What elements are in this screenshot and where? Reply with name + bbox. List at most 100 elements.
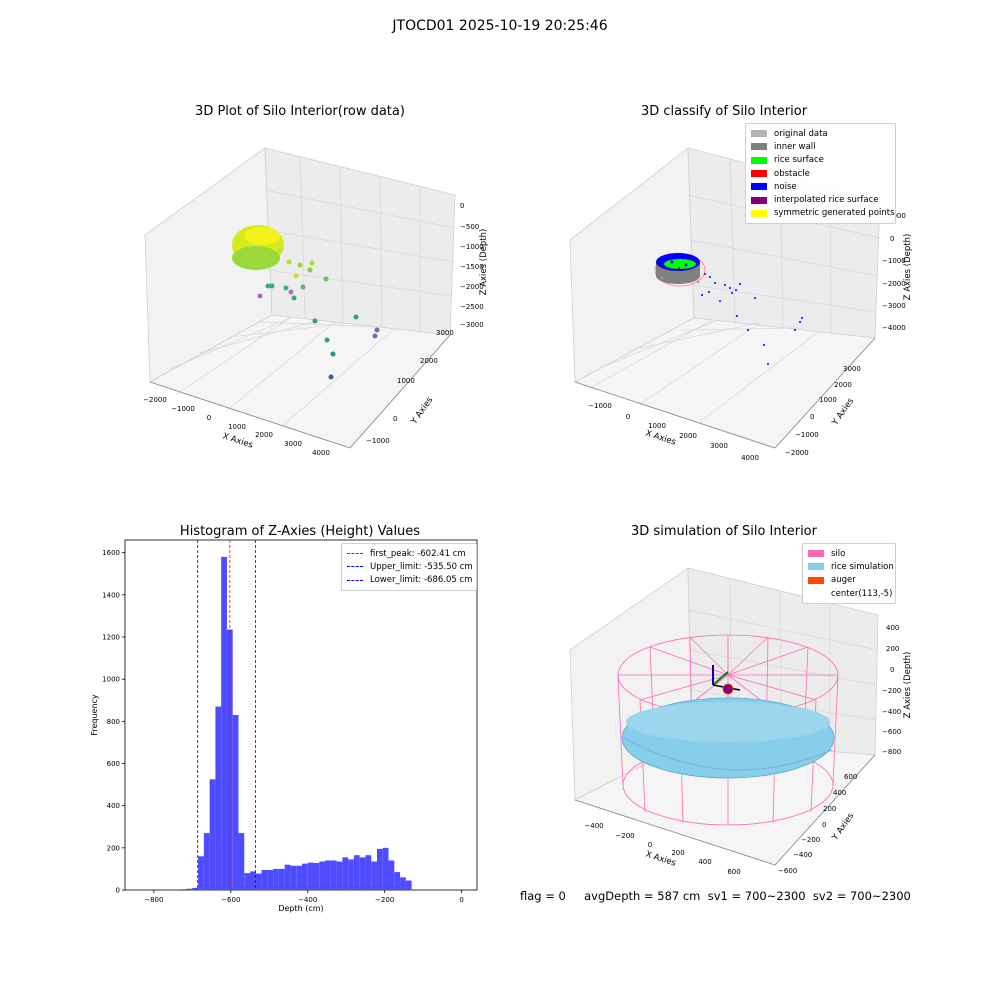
hist-ytick-label-1: 200 (107, 844, 120, 852)
plot1-xtick: −2000 (143, 396, 167, 404)
plot4-auger (712, 665, 741, 695)
plot1-zlabel: Z Axies (Depth) (479, 229, 489, 296)
plot4-rice-surface (621, 697, 835, 779)
hist-bar-28 (336, 861, 343, 890)
plot2-ztick: −2000 (882, 280, 906, 288)
plot4-xtick: −400 (584, 822, 603, 830)
hist-bar-1 (180, 889, 187, 890)
legend-label: noise (774, 181, 797, 192)
legend-item-auger: auger (808, 574, 889, 587)
legend-item-symmetric: symmetric generated points (751, 207, 895, 220)
plot1-ytick: 3000 (436, 329, 454, 337)
plot2-xtick: 4000 (741, 454, 759, 462)
hist-bar-21 (296, 865, 302, 890)
legend-item-obstacle: obstacle (751, 167, 889, 180)
plot1-grid (169, 156, 456, 429)
legend-swatch (751, 183, 767, 191)
figure-title: JTOCD01 2025-10-19 20:25:46 (392, 18, 608, 34)
hist-bar-39 (400, 877, 406, 890)
plot2-ytick: −2000 (785, 449, 809, 457)
hist-bar-40 (405, 880, 412, 890)
plot1-xtick: 0 (207, 414, 211, 422)
legend-swatch (751, 170, 767, 178)
plot4-ztick: −200 (882, 687, 901, 695)
legend-label: silo (831, 548, 846, 559)
hist-ytick-label-4: 800 (107, 718, 120, 726)
plot4-legend: silo rice simulation auger center(113,-5… (802, 543, 896, 605)
legend-swatch (751, 156, 767, 164)
plot2-ytick: 2000 (834, 381, 852, 389)
hist-bar-7 (215, 706, 222, 890)
plot1-xlabel: X Axies (221, 431, 254, 450)
plot2-ytick: 3000 (843, 365, 861, 373)
plot2-xtick: 2000 (679, 432, 697, 440)
hist-bar-23 (307, 862, 314, 890)
plot1-ztick: 0 (460, 202, 464, 210)
legend-label: original data (774, 128, 828, 139)
histogram-chart: −800 −600 −400 −200 0 0 200 400 600 800 1000 1200 1… (90, 539, 478, 913)
plot1-ztick: −1000 (460, 243, 484, 251)
hist-xticks: −800 −600 −400 −200 0 (144, 890, 464, 904)
hist-bar-13 (250, 871, 256, 890)
plot4-ytick: 0 (822, 821, 826, 829)
legend-swatch (808, 563, 824, 571)
legend-swatch (751, 196, 767, 204)
plot4-ztick: −800 (882, 748, 901, 756)
plot2-ztick: −1000 (882, 257, 906, 265)
plot4-title: 3D simulation of Silo Interior (631, 524, 817, 539)
plot4-3d-axes: −400 −200 0 200 400 600 −600 −400 −200 0… (569, 567, 913, 876)
hist-bar-34 (371, 861, 377, 890)
hist-lines (197, 540, 257, 890)
plot2-title: 3D classify of Silo Interior (640, 104, 808, 119)
legend-label: rice simulation (831, 561, 894, 572)
hist-ytick-label-7: 1400 (102, 591, 120, 599)
plot1-title: 3D Plot of Silo Interior(row data) (195, 104, 405, 119)
hist-ytick-label-8: 1600 (102, 549, 120, 557)
hist-bar-6 (209, 779, 216, 890)
plot2-xtick: 3000 (710, 442, 728, 450)
plot4-xtick: −200 (615, 832, 634, 840)
hist-ytick-label-6: 1200 (102, 633, 120, 641)
legend-label: center(113,-5) (831, 588, 893, 599)
plot2-ztick: −4000 (882, 324, 906, 332)
plot2-ztick: 0 (890, 235, 894, 243)
plot4-ytick: −200 (801, 836, 820, 844)
plot2-xtick: 0 (626, 413, 630, 421)
hist-bar-5 (203, 833, 210, 890)
legend-label: Upper_limit: -535.50 cm (370, 561, 473, 572)
plot1-ytick: 1000 (397, 377, 415, 385)
legend-label: interpolated rice surface (774, 195, 879, 206)
plot2-zlabel: Z Axies (Depth) (903, 234, 913, 301)
plot1-ytick: −1000 (366, 437, 390, 445)
hist-bar-24 (313, 863, 320, 890)
plot4-ytick: 400 (833, 789, 846, 797)
legend-swatch (751, 130, 767, 138)
hist-xlabel: Depth (cm) (278, 904, 323, 913)
legend-label: auger (831, 575, 856, 586)
hist-yticks: 0 200 400 600 800 1000 1200 1400 1600 (102, 549, 125, 895)
plot2-legend: original data inner wall rice surface ob… (745, 123, 896, 225)
hist-xtick-label-4: 0 (459, 896, 463, 904)
hist-bar-9 (226, 629, 233, 890)
hist-bar-14 (255, 873, 262, 890)
hist-bar-32 (359, 857, 366, 890)
hist-xtick-label-3: −200 (375, 896, 394, 904)
hist-frame (124, 539, 478, 891)
hist-bar-3 (192, 887, 199, 890)
legend-label: first_peak: -602.41 cm (370, 548, 466, 559)
plot1-ztick: −2500 (460, 303, 484, 311)
plot4-ztick: −600 (882, 728, 901, 736)
plot1-scatter (232, 225, 380, 380)
plot4-ytick: −600 (778, 867, 797, 875)
plot1-xtick: −1000 (171, 405, 195, 413)
legend-label: symmetric generated points (774, 208, 895, 219)
hist-bar-0 (175, 889, 181, 890)
legend-item-interpolated: interpolated rice surface (751, 193, 889, 206)
plot1-ylabel: Y Axies (409, 395, 436, 427)
hist-bar-2 (186, 888, 193, 890)
plot2-xtick: 1000 (648, 422, 666, 430)
legend-item-silo: silo (808, 547, 889, 560)
hist-bar-29 (342, 857, 349, 890)
hist-ylabel: Frequency (90, 694, 99, 736)
hist-xtick-label-1: −600 (221, 896, 240, 904)
